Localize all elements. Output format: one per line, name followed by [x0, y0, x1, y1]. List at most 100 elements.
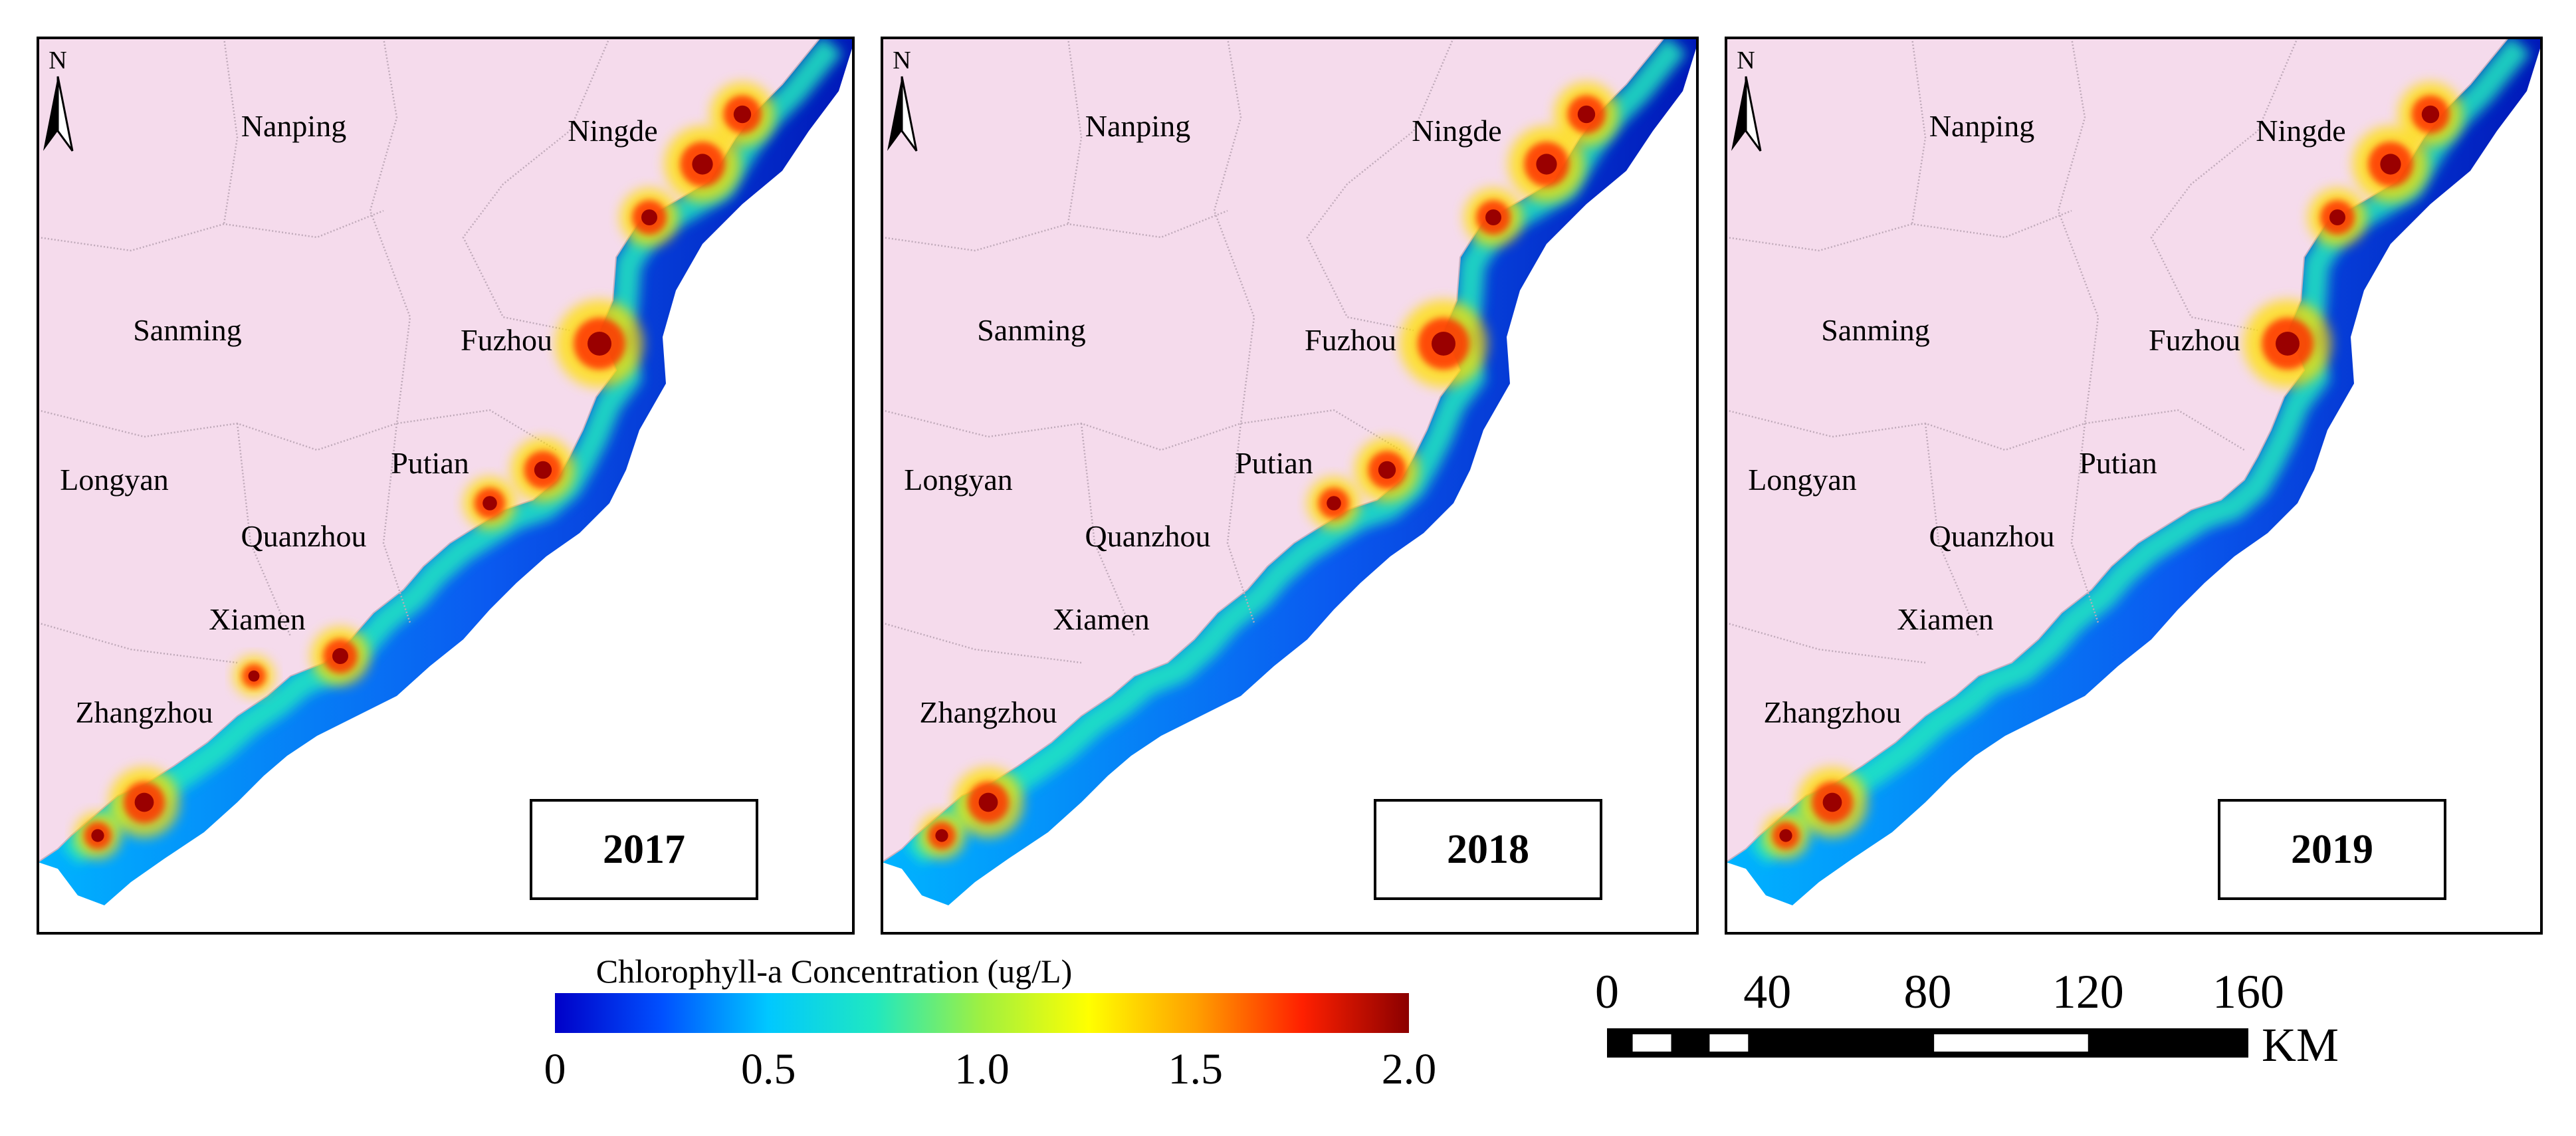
hotspot-fuzhou-core [588, 332, 611, 356]
hotspot-fuzhou-core [1432, 332, 1455, 356]
city-label-ningde: Ningde [2256, 114, 2345, 148]
north-arrow-icon: N [43, 47, 74, 152]
city-label-quanzhou: Quanzhou [1085, 519, 1210, 553]
scale-label: 80 [1904, 965, 1952, 1018]
admin-boundary [1911, 38, 1927, 225]
colorbar-title: Chlorophyll-a Concentration (ug/L) [596, 953, 1073, 990]
hotspot-ningde-core [692, 154, 713, 175]
city-label-fuzhou: Fuzhou [461, 323, 552, 357]
city-label-longyan: Longyan [1748, 463, 1857, 497]
north-arrow-left-half [1731, 76, 1746, 151]
hotspot-ningde-core [2329, 209, 2345, 225]
colorbar-gradient [555, 993, 1409, 1033]
north-arrow-icon: N [887, 47, 918, 152]
panel-frame [1725, 37, 2543, 935]
north-arrow-right-half [1745, 76, 1762, 152]
map-content: Nanping Ningde Sanming Fuzhou Longyan Putian Q… [882, 38, 1697, 933]
admin-boundary [38, 622, 238, 664]
admin-boundary [1726, 622, 1926, 664]
hotspot-zhangzhou-core [978, 792, 998, 812]
scale-label: 40 [1743, 965, 1791, 1018]
hotspot-ningde-core [2380, 154, 2401, 175]
admin-boundary [369, 38, 411, 424]
hotspot-zhangzhou-core [935, 829, 948, 842]
admin-boundary [38, 409, 557, 451]
hotspot-zhangzhou-core [1822, 792, 1842, 812]
city-label-quanzhou: Quanzhou [1929, 519, 2054, 553]
admin-boundary [882, 622, 1082, 664]
north-arrow-left-half [887, 76, 902, 151]
city-label-zhangzhou: Zhangzhou [1764, 695, 1901, 729]
hotspot-ningde-core [2421, 105, 2440, 124]
panel-frame [37, 37, 855, 935]
city-label-nanping: Nanping [1929, 109, 2034, 143]
city-label-zhangzhou: Zhangzhou [76, 695, 213, 729]
admin-boundary [1213, 38, 1255, 424]
admin-boundary [882, 409, 1401, 451]
map-content: Nanping Ningde Sanming Fuzhou Longyan Putian Q… [1726, 38, 2541, 933]
city-label-nanping: Nanping [1085, 109, 1190, 143]
admin-boundary [1306, 38, 1455, 332]
map-panel-2017: Nanping Ningde Sanming Fuzhou Longyan Putian Q… [37, 37, 855, 935]
city-label-quanzhou: Quanzhou [241, 519, 366, 553]
north-label: N [893, 47, 911, 74]
city-label-nanping: Nanping [241, 109, 346, 143]
hotspot-xiamen-core [332, 648, 348, 664]
city-label-xiamen: Xiamen [1897, 602, 1994, 636]
map-content: Nanping Ningde Sanming Fuzhou Longyan Putian Q… [38, 38, 853, 933]
colorbar-tick-label: 1.5 [1168, 1045, 1224, 1093]
city-label-sanming: Sanming [977, 313, 1086, 347]
city-label-putian: Putian [1235, 446, 1313, 480]
year-box-frame [530, 799, 758, 900]
city-label-fuzhou: Fuzhou [1305, 323, 1396, 357]
colorbar-tick-label: 2.0 [1382, 1045, 1437, 1093]
city-label-putian: Putian [2079, 446, 2157, 480]
scale-bar-segment [1934, 1034, 2088, 1052]
year-label-box: 2017 [530, 799, 758, 900]
hotspot-zhangzhou-core [91, 829, 104, 842]
admin-boundary [223, 38, 239, 225]
map-panel-2019: Nanping Ningde Sanming Fuzhou Longyan Putian Q… [1725, 37, 2543, 935]
year-box-frame [2218, 799, 2446, 900]
scale-label: 160 [2212, 965, 2284, 1018]
admin-boundary [1080, 423, 1136, 637]
colorbar-legend: Chlorophyll-a Concentration (ug/L) 0 0.5 1.… [544, 953, 1437, 1093]
admin-boundary [2150, 38, 2299, 332]
hotspot-ningde-core [1536, 154, 1557, 175]
city-label-sanming: Sanming [133, 313, 242, 347]
colorbar-tick-label: 0 [544, 1045, 566, 1093]
year-label-box: 2018 [1374, 799, 1602, 900]
hotspot-ningde-core [641, 209, 657, 225]
scale-label: 0 [1595, 965, 1619, 1018]
admin-boundary [1726, 409, 2245, 451]
city-label-ningde: Ningde [1412, 114, 1501, 148]
north-label: N [49, 47, 66, 74]
city-label-ningde: Ningde [568, 114, 657, 148]
city-label-xiamen: Xiamen [209, 602, 306, 636]
admin-boundary [2057, 38, 2099, 424]
hotspot-ningde-core [1577, 105, 1596, 124]
year-label: 2018 [1447, 827, 1529, 872]
city-label-zhangzhou: Zhangzhou [920, 695, 1057, 729]
admin-boundary [1924, 423, 1980, 637]
hotspot-fuzhou-core [2276, 332, 2300, 356]
city-label-longyan: Longyan [60, 463, 169, 497]
year-label-box: 2019 [2218, 799, 2446, 900]
city-label-putian: Putian [391, 446, 469, 480]
year-label: 2017 [603, 827, 685, 872]
scale-bar-track [1607, 1028, 2248, 1058]
north-arrow-right-half [56, 76, 74, 152]
hotspot-zhangzhou-core [134, 792, 154, 812]
year-label: 2019 [2291, 827, 2373, 872]
admin-boundary [236, 423, 292, 637]
city-label-xiamen: Xiamen [1053, 602, 1150, 636]
admin-boundary [2070, 423, 2099, 624]
panel-frame [881, 37, 1699, 935]
scale-unit: KM [2262, 1018, 2339, 1072]
north-arrow-icon: N [1731, 47, 1762, 152]
map-panels: Nanping Ningde Sanming Fuzhou Longyan Putian Q… [37, 37, 2543, 935]
hotspot-putian-core [1378, 461, 1396, 479]
city-label-sanming: Sanming [1821, 313, 1930, 347]
